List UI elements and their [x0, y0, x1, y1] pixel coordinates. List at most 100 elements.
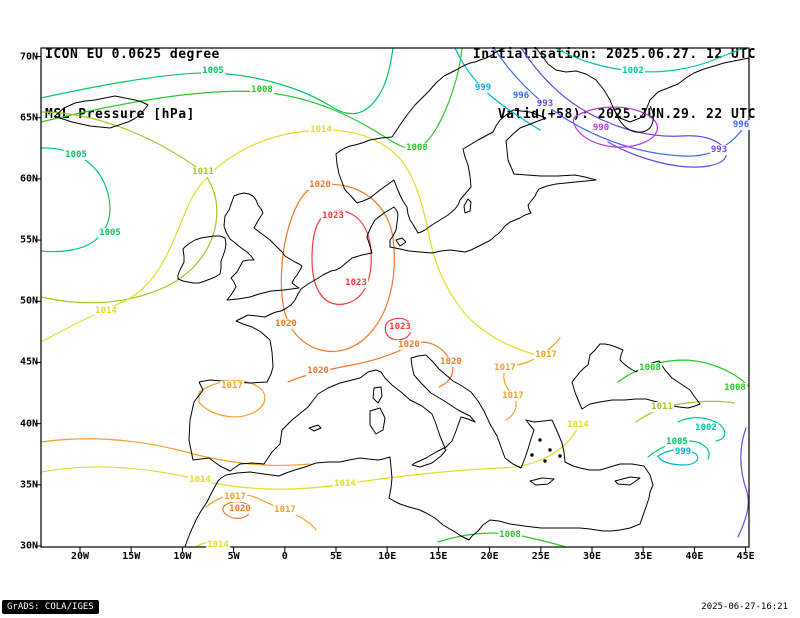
contour-label-1020: 1020	[274, 319, 298, 329]
contour-label-1017: 1017	[501, 391, 525, 401]
coastline-path-ireland	[177, 235, 227, 284]
contour-path-1020	[287, 341, 454, 388]
contour-path-1005	[647, 440, 710, 460]
contour-label-1002: 1002	[621, 66, 645, 76]
contour-label-990: 990	[591, 123, 611, 133]
contour-label-1005: 1005	[201, 66, 225, 76]
contour-label-993: 993	[709, 145, 729, 155]
contour-label-999: 999	[673, 447, 693, 457]
contour-label-1005: 1005	[98, 228, 122, 238]
contour-label-1002: 1002	[694, 423, 718, 433]
contour-path-1011	[41, 111, 218, 304]
island-dot	[558, 454, 562, 458]
contour-path-1008	[437, 532, 567, 547]
contour-label-1008: 1008	[498, 530, 522, 540]
contour-label-1005: 1005	[665, 437, 689, 447]
contour-label-1008: 1008	[250, 85, 274, 95]
contour-path-999	[454, 48, 541, 131]
contour-label-996: 996	[511, 91, 531, 101]
contour-label-1020: 1020	[228, 504, 252, 514]
coastline-path-zealand	[395, 237, 407, 247]
contour-label-1017: 1017	[223, 492, 247, 502]
contour-label-1008: 1008	[405, 143, 429, 153]
contour-label-1023: 1023	[344, 278, 368, 288]
lon-axis-label: 15W	[122, 551, 141, 562]
coastline-path	[184, 354, 654, 547]
lon-axis-label: 10E	[378, 551, 397, 562]
contour-path-1014	[41, 424, 579, 490]
lon-axis-label: 5W	[227, 551, 240, 562]
island-dot	[543, 459, 547, 463]
coastline-path-crete	[529, 477, 555, 486]
coastline-path-britain	[223, 192, 303, 301]
lat-axis-label: 30N	[19, 540, 38, 552]
coastline-path-sicily	[411, 447, 447, 468]
contour-label-1011: 1011	[191, 167, 215, 177]
island-dot	[538, 438, 542, 442]
contour-path-1002	[555, 48, 745, 73]
contour-label-1020: 1020	[306, 366, 330, 376]
contour-label-1017: 1017	[493, 363, 517, 373]
contour-label-1011: 1011	[650, 402, 674, 412]
model-title: ICON EU 0.0625 degree	[45, 47, 220, 62]
field-title: MSL Pressure [hPa]	[45, 107, 195, 122]
grads-credit-badge: GrADS: COLA/IGES	[2, 600, 99, 614]
coastline-path-whitesea	[613, 105, 654, 133]
contour-label-1020: 1020	[439, 357, 463, 367]
contour-label-1017: 1017	[273, 505, 297, 515]
contour-label-1014: 1014	[94, 306, 118, 316]
contour-path-1002	[677, 417, 726, 442]
coastline-path-corsica	[372, 386, 383, 404]
contour-path-993	[737, 427, 749, 538]
lon-axis-label: 15E	[429, 551, 448, 562]
lon-axis-label: 30E	[582, 551, 602, 562]
lat-axis-label: 35N	[19, 479, 38, 491]
header-left: ICON EU 0.0625 degree MSL Pressure [hPa]	[45, 5, 220, 165]
contour-path-1023	[311, 210, 372, 305]
contour-label-999: 999	[473, 83, 493, 93]
contour-label-1005: 1005	[64, 150, 88, 160]
contour-path-1005	[41, 48, 394, 115]
lon-axis-label: 40E	[685, 551, 704, 562]
contour-label-1014: 1014	[566, 420, 590, 430]
island-dot	[548, 448, 552, 452]
lat-axis-label: 70N	[19, 51, 38, 62]
contour-path-993	[520, 48, 727, 168]
coastline-path	[198, 48, 597, 384]
lon-axis-label: 5E	[329, 551, 343, 562]
contour-label-1017: 1017	[534, 350, 558, 360]
contour-label-1017: 1017	[220, 381, 244, 391]
island-dot	[530, 453, 534, 457]
lon-axis-label: 20E	[480, 551, 499, 562]
coastlines-group	[54, 48, 749, 547]
coastline-path-sardinia	[369, 407, 386, 435]
coastline-path-mallorca	[308, 424, 322, 432]
contour-label-1014: 1014	[206, 540, 230, 550]
lon-axis-label: 35E	[634, 551, 653, 562]
contour-path-1014	[429, 239, 541, 357]
isobar-contours-group	[41, 48, 749, 547]
coastline-path-iceland	[54, 95, 149, 129]
lat-axis-label: 45N	[19, 356, 38, 368]
coastline-path-blacksea	[571, 343, 701, 410]
lon-axis-label: 25E	[531, 551, 550, 562]
lat-axis-label: 60N	[19, 173, 38, 185]
contour-label-1014: 1014	[333, 479, 357, 489]
contour-path-1017	[41, 438, 311, 467]
contour-label-1020: 1020	[397, 340, 421, 350]
coastline-path-gotland	[463, 198, 472, 214]
contour-path-1014	[41, 129, 431, 343]
contour-label-1014: 1014	[309, 125, 333, 135]
contour-path-1020	[280, 183, 395, 352]
lon-axis-label: 10W	[173, 551, 192, 562]
contour-label-1008: 1008	[723, 383, 747, 393]
contour-label-1023: 1023	[388, 322, 412, 332]
lat-axis-label: 65N	[19, 112, 38, 124]
lat-axis-label: 40N	[19, 418, 38, 430]
contour-path-1008	[41, 48, 463, 150]
coastline-path-barents	[535, 48, 749, 123]
lon-axis-label: 45E	[736, 551, 755, 562]
contour-label-996: 996	[731, 120, 751, 130]
